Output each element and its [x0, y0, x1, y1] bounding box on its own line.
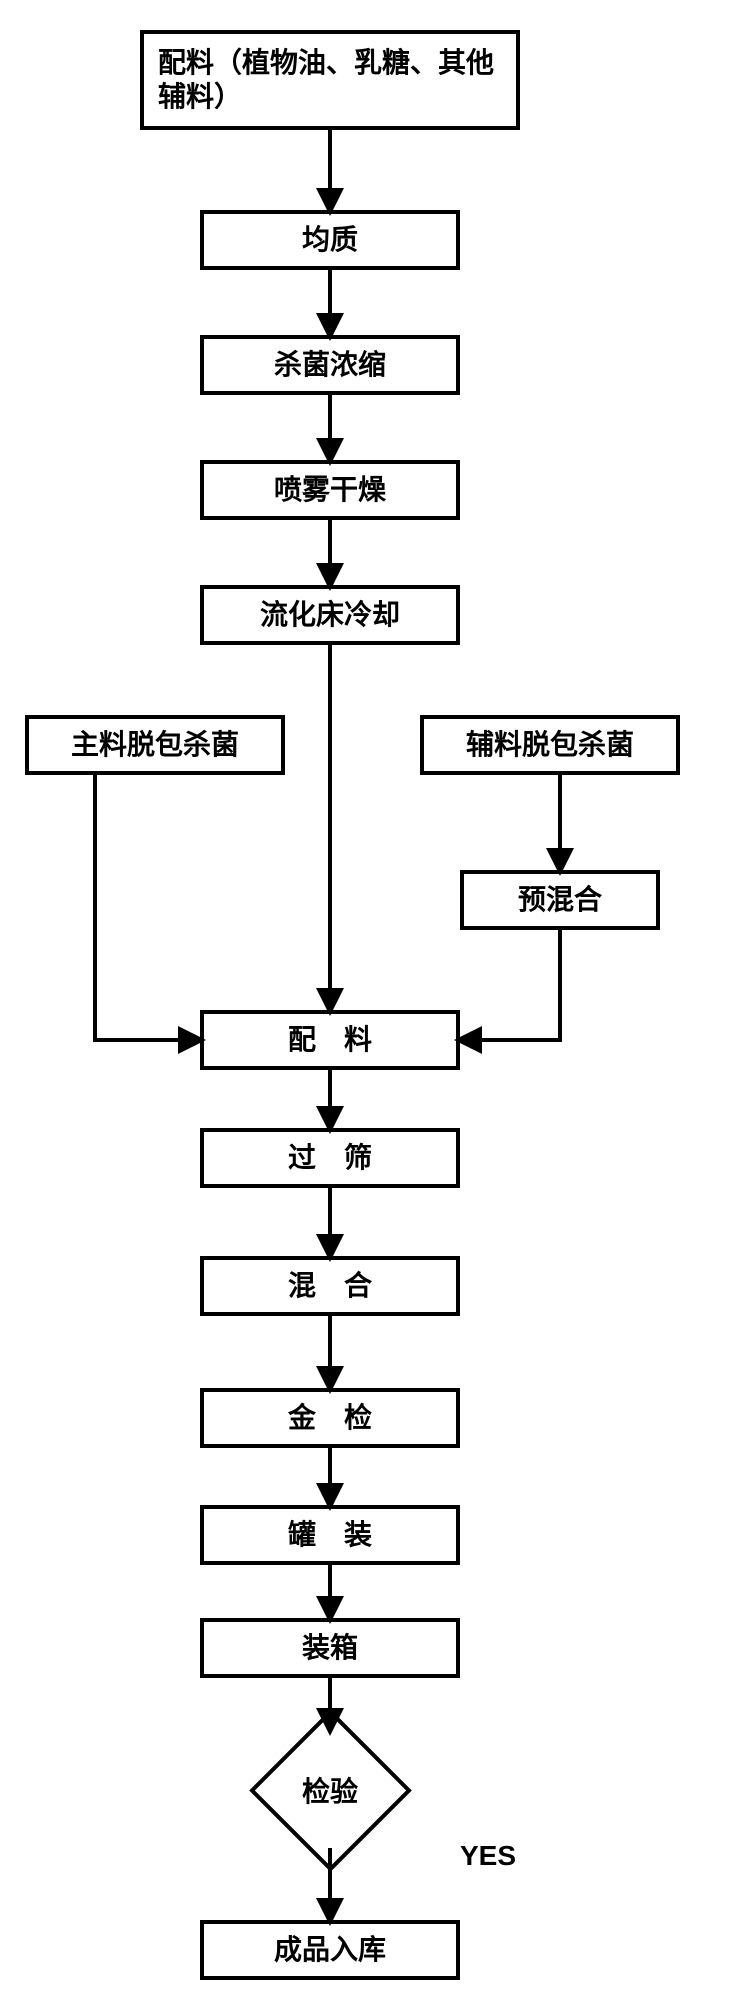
node-ingredients-top: 配料（植物油、乳糖、其他辅料）	[140, 30, 520, 130]
node-mix: 混 合	[200, 1256, 460, 1316]
node-label: 罐 装	[288, 1518, 372, 1552]
node-label: 流化床冷却	[260, 598, 400, 632]
node-sieve: 过 筛	[200, 1128, 460, 1188]
edge-label-yes: YES	[460, 1840, 516, 1872]
node-aux-material-debag-sterilize: 辅料脱包杀菌	[420, 715, 680, 775]
node-label: 金 检	[288, 1401, 372, 1435]
node-spray-dry: 喷雾干燥	[200, 460, 460, 520]
node-label: 成品入库	[274, 1933, 386, 1967]
node-label: 预混合	[518, 883, 602, 917]
node-sterilize-concentrate: 杀菌浓缩	[200, 335, 460, 395]
node-label: 喷雾干燥	[274, 473, 386, 507]
node-premix: 预混合	[460, 870, 660, 930]
node-label: 过 筛	[288, 1141, 372, 1175]
flowchart-edges	[0, 0, 735, 2000]
node-finished-warehouse: 成品入库	[200, 1920, 460, 1980]
node-label: 主料脱包杀菌	[71, 728, 239, 762]
node-label: 装箱	[302, 1631, 358, 1665]
node-inspection-decision: 检验	[273, 1733, 388, 1848]
node-homogenize: 均质	[200, 210, 460, 270]
node-packing: 装箱	[200, 1618, 460, 1678]
node-label: 辅料脱包杀菌	[466, 728, 634, 762]
node-label: 检验	[273, 1733, 388, 1848]
node-label: 均质	[302, 223, 358, 257]
node-label: 配料（植物油、乳糖、其他辅料）	[158, 46, 502, 113]
node-metal-detect: 金 检	[200, 1388, 460, 1448]
node-label: 混 合	[288, 1269, 372, 1303]
node-main-material-debag-sterilize: 主料脱包杀菌	[25, 715, 285, 775]
node-fluid-bed-cool: 流化床冷却	[200, 585, 460, 645]
node-canning: 罐 装	[200, 1505, 460, 1565]
node-label: 配 料	[288, 1023, 372, 1057]
node-label: 杀菌浓缩	[274, 348, 386, 382]
node-batching: 配 料	[200, 1010, 460, 1070]
